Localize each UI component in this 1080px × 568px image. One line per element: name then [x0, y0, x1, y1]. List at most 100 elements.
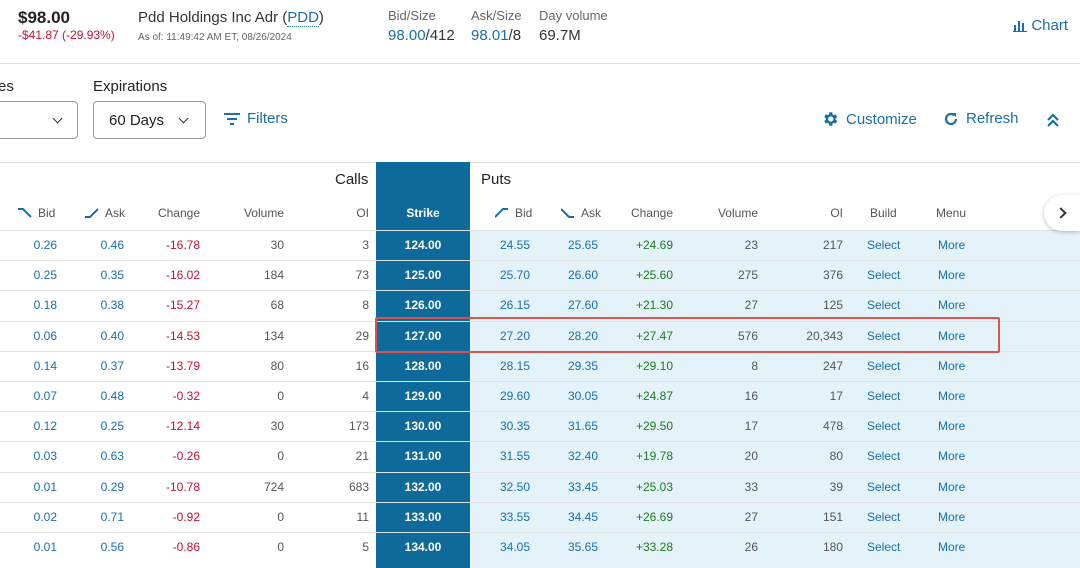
ticker-link[interactable]: PDD [287, 9, 319, 27]
partial-select[interactable] [0, 101, 78, 139]
call-change: -0.86 [172, 540, 200, 554]
put-volume: 576 [737, 329, 758, 343]
call-volume: 68 [270, 298, 284, 312]
menu-more-link[interactable]: More [938, 419, 966, 433]
call-volume: 30 [270, 419, 284, 433]
menu-more-link[interactable]: More [938, 359, 966, 373]
strike-price: 134.00 [404, 540, 442, 554]
menu-more-link[interactable]: More [938, 449, 966, 463]
build-select-link[interactable]: Select [867, 480, 901, 494]
put-volume: 27 [744, 298, 758, 312]
call-oi: 8 [362, 298, 369, 312]
col-header-put-change[interactable]: Change [630, 206, 673, 220]
put-bid: 32.50 [499, 480, 530, 494]
strike-price: 127.00 [404, 329, 442, 343]
strike-price: 125.00 [404, 268, 442, 282]
col-header-put-ask[interactable]: Ask [561, 206, 601, 220]
col-header-call-ask[interactable]: Ask [85, 206, 125, 220]
put-oi: 20,343 [806, 329, 843, 343]
call-bid: 0.06 [33, 329, 57, 343]
call-change: -13.79 [165, 359, 200, 373]
put-volume: 20 [744, 449, 758, 463]
call-ask: 0.40 [100, 329, 124, 343]
build-select-link[interactable]: Select [867, 359, 901, 373]
call-oi: 29 [355, 329, 369, 343]
build-select-link[interactable]: Select [867, 419, 901, 433]
col-header-call-oi[interactable]: OI [356, 206, 369, 220]
menu-more-link[interactable]: More [938, 268, 966, 282]
put-ask: 30.05 [567, 389, 598, 403]
scroll-right-button[interactable] [1044, 195, 1080, 231]
row-divider [0, 230, 1080, 231]
put-change: +26.69 [635, 510, 673, 524]
build-select-link[interactable]: Select [867, 449, 901, 463]
collapse-icon[interactable] [1046, 112, 1060, 133]
put-oi: 39 [829, 480, 843, 494]
row-divider [0, 472, 1080, 473]
filter-icon [224, 112, 240, 125]
col-header-call-volume[interactable]: Volume [243, 206, 284, 220]
quote-header: $98.00 -$41.87 (-29.93%) Pdd Holdings In… [0, 0, 1080, 64]
build-select-link[interactable]: Select [867, 510, 901, 524]
put-ask: 29.35 [567, 359, 598, 373]
put-volume: 27 [744, 510, 758, 524]
chart-button[interactable]: Chart [1013, 17, 1068, 34]
col-header-put-oi[interactable]: OI [830, 206, 843, 220]
ask-size-label: Ask/Size [471, 8, 522, 23]
put-volume: 16 [744, 389, 758, 403]
put-oi: 217 [822, 238, 843, 252]
menu-more-link[interactable]: More [938, 480, 966, 494]
build-select-link[interactable]: Select [867, 540, 901, 554]
expirations-select[interactable]: 60 Days [93, 101, 206, 139]
refresh-button[interactable]: Refresh [943, 110, 1019, 127]
menu-more-link[interactable]: More [938, 389, 966, 403]
expirations-value: 60 Days [109, 111, 165, 129]
put-change: +27.47 [635, 329, 673, 343]
call-change: -15.27 [165, 298, 200, 312]
trend-up-icon [85, 208, 99, 218]
trend-up-icon [495, 208, 508, 218]
strike-price: 128.00 [404, 359, 442, 373]
company-name: Pdd Holdings Inc Adr (PDD) [138, 9, 324, 27]
customize-button[interactable]: Customize [821, 110, 917, 128]
build-select-link[interactable]: Select [867, 298, 901, 312]
call-volume: 80 [270, 359, 284, 373]
call-ask: 0.35 [100, 268, 124, 282]
col-header-put-volume[interactable]: Volume [717, 206, 758, 220]
put-bid: 25.70 [499, 268, 530, 282]
put-oi: 80 [829, 449, 843, 463]
filters-button[interactable]: Filters [224, 110, 288, 127]
menu-more-link[interactable]: More [938, 540, 966, 554]
strike-price: 132.00 [404, 480, 442, 494]
put-change: +33.28 [635, 540, 673, 554]
col-header-call-change[interactable]: Change [157, 206, 200, 220]
put-bid: 30.35 [499, 419, 530, 433]
build-select-link[interactable]: Select [867, 268, 901, 282]
call-bid: 0.14 [33, 359, 57, 373]
build-select-link[interactable]: Select [867, 389, 901, 403]
chevron-down-icon [178, 113, 189, 123]
menu-more-link[interactable]: More [938, 298, 966, 312]
put-ask: 35.65 [567, 540, 598, 554]
call-bid: 0.25 [33, 268, 57, 282]
call-bid: 0.26 [33, 238, 57, 252]
menu-more-link[interactable]: More [938, 238, 966, 252]
strike-price: 129.00 [404, 389, 442, 403]
row-divider [0, 502, 1080, 503]
col-header-call-bid[interactable]: Bid [18, 206, 55, 220]
col-header-strike[interactable]: Strike [406, 206, 440, 220]
puts-background [470, 230, 1080, 568]
put-oi: 376 [822, 268, 843, 282]
put-change: +21.30 [635, 298, 673, 312]
put-bid: 24.55 [499, 238, 530, 252]
put-volume: 17 [744, 419, 758, 433]
call-ask: 0.29 [100, 480, 124, 494]
menu-more-link[interactable]: More [938, 510, 966, 524]
menu-more-link[interactable]: More [938, 329, 966, 343]
put-volume: 8 [751, 359, 758, 373]
build-select-link[interactable]: Select [867, 238, 901, 252]
call-volume: 724 [263, 480, 284, 494]
build-select-link[interactable]: Select [867, 329, 901, 343]
col-header-put-bid[interactable]: Bid [495, 206, 532, 220]
call-bid: 0.07 [33, 389, 57, 403]
